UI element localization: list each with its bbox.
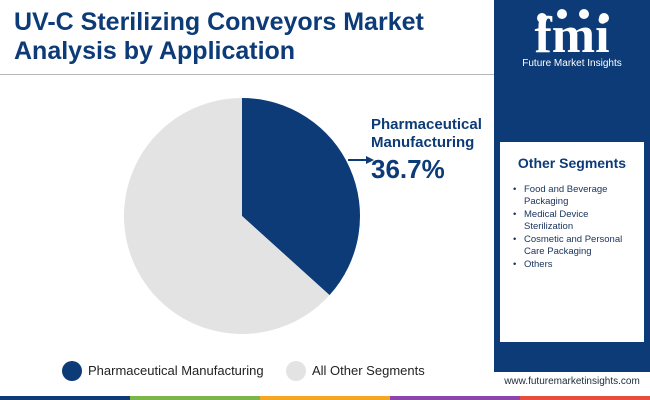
footer-bar-segment bbox=[260, 396, 390, 400]
fmi-logo-text: fmi bbox=[534, 7, 609, 60]
website-link[interactable]: www.futuremarketinsights.com bbox=[504, 376, 640, 387]
footer-bar-segment bbox=[390, 396, 520, 400]
segment-item: Food and Beverage Packaging bbox=[510, 184, 640, 208]
fmi-logo-icon: fmi bbox=[534, 7, 609, 60]
segment-item: Cosmetic and Personal Care Packaging bbox=[510, 234, 640, 258]
legend-label: All Other Segments bbox=[312, 363, 425, 378]
logo-dot-1 bbox=[537, 13, 547, 23]
legend-label: Pharmaceutical Manufacturing bbox=[88, 363, 264, 378]
logo-dot-4 bbox=[599, 13, 609, 23]
footer-color-bar bbox=[0, 396, 650, 400]
brand-name: Future Market Insights bbox=[522, 58, 622, 69]
title-divider bbox=[0, 74, 494, 75]
footer-bar-segment bbox=[0, 396, 130, 400]
other-segments-list: Food and Beverage Packaging Medical Devi… bbox=[510, 184, 640, 272]
segment-item: Medical Device Sterilization bbox=[510, 209, 640, 233]
brand-header: fmi Future Market Insights bbox=[494, 0, 650, 74]
callout-arrow-icon bbox=[366, 156, 374, 164]
other-segments-header: Other Segments bbox=[517, 155, 627, 171]
segment-item: Others bbox=[510, 259, 640, 271]
footer-bar-segment bbox=[130, 396, 260, 400]
legend-swatch-all-other bbox=[286, 361, 306, 381]
pie-chart bbox=[123, 98, 374, 334]
logo-dot-2 bbox=[557, 9, 567, 19]
pie-slice-all-other-segments bbox=[123, 98, 330, 334]
pie-slice-pharmaceutical-manufacturing bbox=[242, 98, 360, 296]
callout-label: Pharmaceutical Manufacturing bbox=[371, 116, 482, 151]
footer-bar-segment bbox=[520, 396, 650, 400]
chart-title: UV-C Sterilizing Conveyors Market Analys… bbox=[14, 8, 424, 65]
other-segments-card: Other Segments Food and Beverage Packagi… bbox=[500, 142, 644, 342]
callout-value: 36.7% bbox=[371, 154, 445, 184]
logo-dot-3 bbox=[579, 9, 589, 19]
other-segments-panel: Other Segments Food and Beverage Packagi… bbox=[494, 74, 650, 372]
right-panel: fmi Future Market Insights Other Segment… bbox=[494, 0, 650, 400]
legend-swatch-pharmaceutical bbox=[62, 361, 82, 381]
